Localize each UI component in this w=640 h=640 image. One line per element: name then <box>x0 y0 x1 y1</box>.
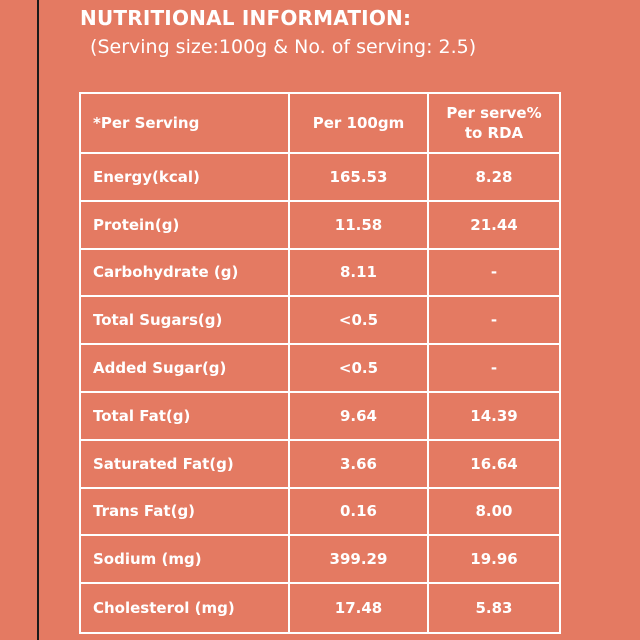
nutrient-label: Total Fat(g) <box>81 392 290 441</box>
per-100gm-value: 17.48 <box>290 584 429 632</box>
left-divider-line <box>37 0 39 640</box>
header-per-100gm: Per 100gm <box>290 94 429 154</box>
per-100gm-value: 3.66 <box>290 440 429 489</box>
per-100gm-value: 11.58 <box>290 201 429 250</box>
rda-percent-value: 8.00 <box>429 489 559 537</box>
nutrition-table: *Per Serving Per 100gm Per serve% to RDA… <box>79 92 561 634</box>
header-rda: Per serve% to RDA <box>429 94 559 154</box>
nutrient-label: Carbohydrate (g) <box>81 249 290 298</box>
rda-percent-value: 8.28 <box>429 154 559 202</box>
serving-info: (Serving size:100g & No. of serving: 2.5… <box>84 36 477 58</box>
nutrient-label: Protein(g) <box>81 201 290 250</box>
rda-percent-value: - <box>429 345 559 393</box>
rda-percent-value: 19.96 <box>429 536 559 585</box>
page-title: NUTRITIONAL INFORMATION: <box>80 6 412 30</box>
rda-percent-value: 5.83 <box>475 599 513 618</box>
per-100gm-value: 0.16 <box>290 488 429 537</box>
nutrient-label: Cholesterol (mg) <box>81 584 290 632</box>
rda-percent-value: 14.39 <box>429 393 559 441</box>
header-rda-line2: to RDA <box>464 124 524 142</box>
header-per-serving: *Per Serving <box>81 94 290 154</box>
per-100gm-value: 9.64 <box>290 392 429 441</box>
nutrient-label: Energy(kcal) <box>81 154 290 202</box>
nutrient-label: Saturated Fat(g) <box>81 440 290 489</box>
per-100gm-value: 165.53 <box>290 154 429 202</box>
header-rda-line1: Per serve% <box>446 104 542 122</box>
rda-percent-value: - <box>429 297 559 346</box>
nutrient-label: Added Sugar(g) <box>81 345 290 393</box>
nutrient-label: Total Sugars(g) <box>81 297 290 346</box>
rda-percent-value: 16.64 <box>429 441 559 489</box>
nutrient-label: Trans Fat(g) <box>81 488 290 537</box>
per-100gm-value: 399.29 <box>290 536 429 585</box>
rda-percent-value: 21.44 <box>429 202 559 250</box>
nutrient-label: Sodium (mg) <box>81 536 290 585</box>
rda-percent-value: - <box>429 250 559 298</box>
per-100gm-value: 8.11 <box>290 249 429 298</box>
per-100gm-value: <0.5 <box>290 297 429 346</box>
per-100gm-value: <0.5 <box>290 345 429 393</box>
